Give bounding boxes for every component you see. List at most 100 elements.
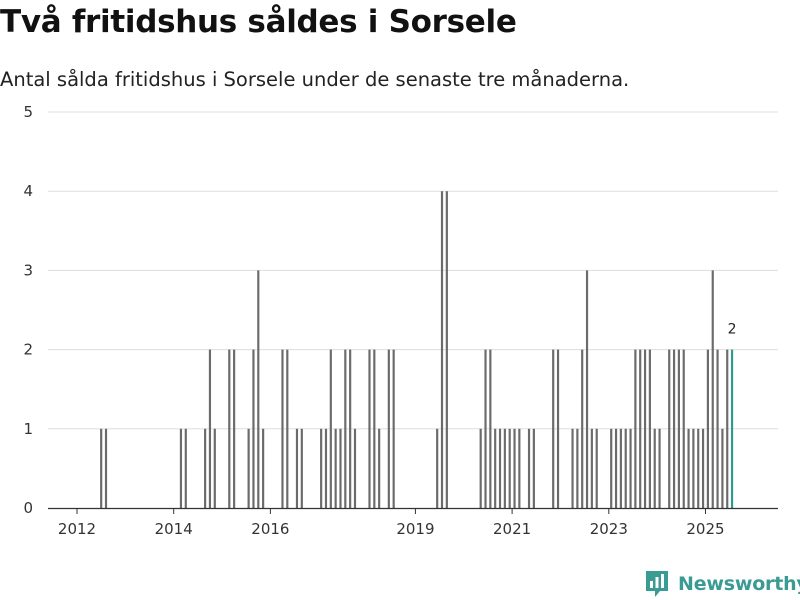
bar	[329, 349, 332, 508]
annotations: 2	[728, 322, 737, 338]
y-tick-label: 4	[23, 182, 33, 200]
x-tick-label: 2019	[396, 520, 434, 538]
bar	[576, 428, 579, 508]
bar	[228, 349, 231, 508]
x-tick-label: 2014	[155, 520, 193, 538]
x-axis: 2012 2014 2016 2019 2021 2023 2025	[48, 507, 778, 538]
bar	[489, 349, 492, 508]
bar	[639, 349, 642, 508]
bar-chart-logo-icon	[646, 571, 668, 597]
chart-title: Två fritidshus såldes i Sorsele	[0, 4, 517, 40]
bar	[257, 270, 260, 508]
bar	[610, 428, 613, 508]
bar	[334, 428, 337, 508]
bars	[100, 191, 734, 508]
bar	[208, 349, 212, 508]
bar	[590, 428, 593, 508]
bar	[436, 428, 439, 508]
bar	[513, 428, 516, 508]
bar	[349, 349, 352, 508]
bar	[682, 349, 685, 508]
x-tick-label: 2016	[251, 520, 289, 538]
gridlines	[48, 111, 778, 430]
bar	[484, 349, 487, 508]
bar	[697, 428, 700, 508]
bar	[581, 349, 584, 508]
x-tick-label: 2021	[493, 520, 531, 538]
bar	[614, 428, 618, 508]
bar	[247, 428, 250, 508]
bar	[281, 349, 284, 508]
bar	[286, 349, 289, 508]
bar	[324, 428, 328, 508]
bar	[653, 428, 656, 508]
bar	[179, 428, 183, 508]
bar	[706, 349, 709, 508]
bar	[498, 428, 502, 508]
bar	[730, 349, 734, 508]
bar	[440, 191, 444, 508]
bar	[392, 349, 395, 508]
bar	[368, 349, 371, 508]
bar	[387, 349, 390, 508]
bar	[233, 349, 236, 508]
bar	[339, 428, 342, 508]
bar	[494, 428, 497, 508]
y-tick-label: 2	[23, 341, 33, 359]
y-axis: 0 1 2 3 4 5	[23, 103, 33, 517]
bar	[658, 428, 661, 508]
x-tick-label: 2023	[590, 520, 628, 538]
chart-subtitle: Antal sålda fritidshus i Sorsele under d…	[0, 68, 630, 91]
bar	[624, 428, 627, 508]
bar	[184, 428, 187, 508]
data-label: 2	[728, 322, 737, 338]
newsworthy-logo[interactable]: Newsworthy	[644, 569, 800, 599]
x-tick-label: 2012	[58, 520, 96, 538]
bar	[571, 428, 574, 508]
bar	[672, 349, 676, 508]
bar	[527, 428, 531, 508]
bar	[643, 349, 647, 508]
bar	[629, 428, 632, 508]
bar	[213, 428, 216, 508]
bar	[701, 428, 705, 508]
bar	[556, 349, 560, 508]
bar	[532, 428, 535, 508]
bar	[204, 428, 207, 508]
bar	[716, 349, 719, 508]
bar	[508, 428, 511, 508]
bar	[648, 349, 651, 508]
bar	[353, 428, 357, 508]
bar	[100, 428, 103, 508]
bar	[518, 428, 521, 508]
bar	[677, 349, 680, 508]
bar	[726, 349, 729, 508]
y-tick-label: 3	[23, 261, 33, 279]
y-tick-label: 5	[23, 103, 33, 121]
y-tick-label: 1	[23, 420, 33, 438]
bar	[300, 428, 303, 508]
bar	[262, 428, 265, 508]
bar	[104, 428, 108, 508]
bar	[320, 428, 323, 508]
bar	[552, 349, 555, 508]
y-tick-label: 0	[23, 499, 33, 517]
bar	[692, 428, 695, 508]
bar	[585, 270, 589, 508]
x-tick-label: 2025	[686, 520, 724, 538]
bar	[668, 349, 671, 508]
bar	[711, 270, 714, 508]
bar	[344, 349, 347, 508]
bar	[595, 428, 598, 508]
bar	[721, 428, 724, 508]
brand-name: Newsworthy	[678, 573, 800, 595]
bar	[503, 428, 506, 508]
bar	[479, 428, 482, 508]
bar	[378, 428, 381, 508]
bar	[295, 428, 299, 508]
bar	[634, 349, 637, 508]
bar	[252, 349, 255, 508]
bar	[445, 191, 448, 508]
bar	[619, 428, 622, 508]
